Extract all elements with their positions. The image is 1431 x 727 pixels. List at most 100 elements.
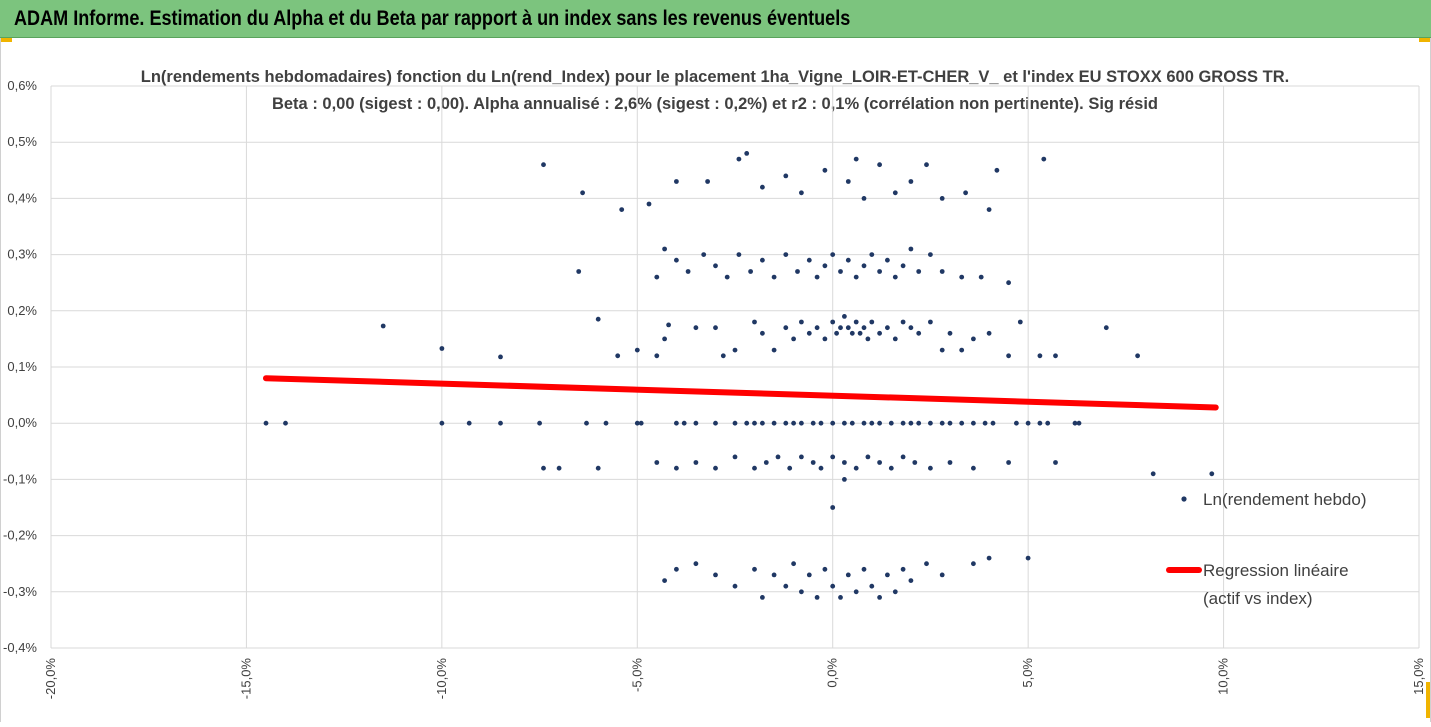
data-point <box>877 162 882 168</box>
data-point <box>799 319 804 325</box>
data-point <box>877 420 882 426</box>
data-point <box>537 420 542 426</box>
data-point <box>908 578 914 583</box>
report-title: ADAM Informe. Estimation du Alpha et du … <box>14 7 851 30</box>
data-point <box>861 325 867 331</box>
y-axis-labels: 0,6% 0,5% 0,4% 0,3% 0,2% 0,1% 0,0% -0,1% -0,2% -0… <box>3 78 37 655</box>
data-point <box>541 162 546 168</box>
data-point <box>783 173 789 179</box>
data-point <box>674 179 679 184</box>
x-tick-label: -20,0% <box>43 658 58 700</box>
data-point <box>681 420 687 426</box>
data-point <box>810 460 816 465</box>
data-point <box>900 319 906 325</box>
data-point <box>674 566 679 572</box>
data-point <box>877 330 882 336</box>
data-point <box>963 190 968 196</box>
data-point <box>842 460 847 465</box>
data-point <box>783 252 789 257</box>
data-point <box>806 257 812 263</box>
data-point <box>830 252 836 257</box>
data-point <box>736 252 742 257</box>
data-point <box>713 465 718 471</box>
y-tick-label: -0,2% <box>3 528 37 543</box>
data-point <box>732 583 738 589</box>
data-point <box>806 572 812 578</box>
data-point <box>787 465 793 471</box>
data-point <box>900 420 906 426</box>
data-point <box>838 269 843 274</box>
data-point <box>713 420 718 426</box>
data-point <box>892 589 898 595</box>
data-point <box>732 454 738 460</box>
data-point <box>705 179 710 184</box>
y-tick-label: 0,4% <box>7 190 37 205</box>
data-point <box>814 325 820 331</box>
data-point <box>892 336 898 342</box>
data-point <box>795 269 800 274</box>
data-point <box>865 336 871 342</box>
data-point <box>760 330 765 336</box>
data-point <box>760 595 765 600</box>
data-point <box>380 323 386 329</box>
data-point <box>713 572 718 578</box>
data-point <box>693 561 699 567</box>
data-point <box>885 572 890 578</box>
data-point <box>1025 420 1031 426</box>
data-point <box>603 420 609 426</box>
data-point <box>1076 420 1082 426</box>
data-point <box>939 572 945 578</box>
data-point <box>818 465 824 471</box>
data-point <box>752 566 757 572</box>
legend[interactable]: Ln(rendement hebdo) Regression linéaire (a… <box>1166 490 1367 608</box>
data-point <box>853 274 859 280</box>
data-point <box>888 420 894 426</box>
data-point <box>838 595 843 600</box>
data-point <box>1006 460 1011 465</box>
data-point <box>791 336 796 342</box>
data-point <box>1014 420 1019 426</box>
data-point <box>986 555 992 561</box>
data-point <box>818 420 824 426</box>
data-point <box>928 319 933 325</box>
data-point <box>928 465 933 471</box>
data-point <box>861 566 867 572</box>
data-point <box>947 420 953 426</box>
chart-area: Ln(rendements hebdomadaires) fonction du… <box>0 38 1431 722</box>
data-point <box>720 353 726 359</box>
data-point <box>924 561 929 567</box>
data-point <box>865 454 871 460</box>
data-point <box>900 263 906 269</box>
x-tick-label: 0,0% <box>825 658 840 688</box>
data-point <box>888 465 894 471</box>
x-axis-labels: -20,0% -15,0% -10,0% -5,0% 0,0% 5,0% 10,0% 15,0… <box>43 658 1426 700</box>
data-point <box>971 420 976 426</box>
data-point <box>822 167 828 173</box>
legend-marker-points <box>1181 496 1187 502</box>
x-tick-label: 5,0% <box>1020 658 1035 688</box>
data-point <box>830 420 836 426</box>
data-point <box>760 257 765 263</box>
data-point <box>799 589 804 595</box>
data-point <box>654 353 660 359</box>
data-point <box>439 420 445 426</box>
data-point <box>971 561 976 567</box>
y-tick-label: 0,2% <box>7 303 37 318</box>
data-point <box>674 465 679 471</box>
data-point <box>674 420 679 426</box>
data-point <box>908 420 914 426</box>
data-point <box>666 322 671 328</box>
data-point <box>830 454 836 460</box>
data-point <box>760 184 765 190</box>
data-point <box>283 420 288 426</box>
data-point <box>912 460 918 465</box>
data-point <box>1209 471 1215 477</box>
x-tick-label: -5,0% <box>629 658 644 692</box>
corner-accent-left <box>0 38 12 42</box>
data-point <box>814 274 820 280</box>
data-point <box>869 319 875 325</box>
x-tick-label: -10,0% <box>434 658 449 700</box>
data-point <box>1037 420 1043 426</box>
y-tick-label: 0,0% <box>7 415 37 430</box>
chart-title: Ln(rendements hebdomadaires) fonction du… <box>141 68 1289 86</box>
